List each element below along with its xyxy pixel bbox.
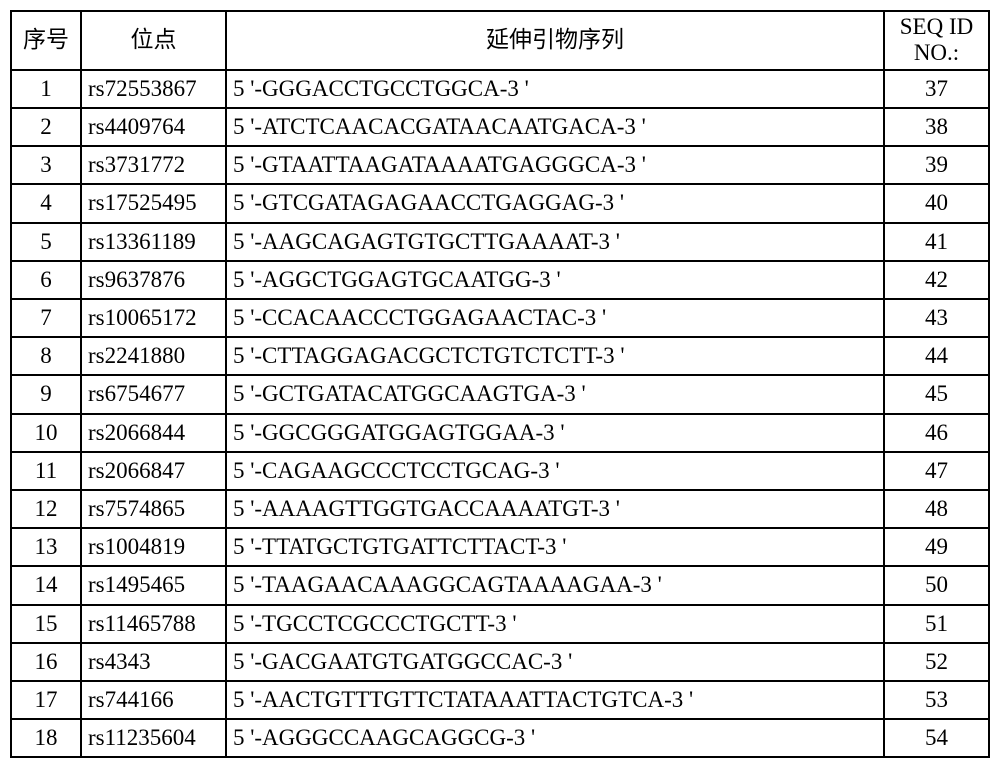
table-row: 2rs44097645 '-ATCTCAACACGATAACAATGACA-3 …: [11, 108, 989, 146]
cell-index: 15: [11, 605, 81, 643]
header-row: 序号 位点 延伸引物序列 SEQ ID NO.:: [11, 11, 989, 70]
cell-locus: rs1495465: [81, 566, 226, 604]
table-row: 14rs14954655 '-TAAGAACAAAGGCAGTAAAAGAA-3…: [11, 566, 989, 604]
table-row: 10rs20668445 '-GGCGGGATGGAGTGGAA-3 '46: [11, 414, 989, 452]
cell-index: 7: [11, 299, 81, 337]
cell-seqid: 38: [884, 108, 989, 146]
cell-seqid: 51: [884, 605, 989, 643]
header-sequence: 延伸引物序列: [226, 11, 884, 70]
cell-sequence: 5 '-GCTGATACATGGCAAGTGA-3 ': [226, 375, 884, 413]
cell-locus: rs13361189: [81, 223, 226, 261]
cell-index: 16: [11, 643, 81, 681]
cell-index: 17: [11, 681, 81, 719]
cell-index: 12: [11, 490, 81, 528]
cell-sequence: 5 '-CCACAACCCTGGAGAACTAC-3 ': [226, 299, 884, 337]
header-seqid-line2: NO.:: [914, 40, 959, 65]
cell-sequence: 5 '-AAAAGTTGGTGACCAAAATGT-3 ': [226, 490, 884, 528]
table-row: 16rs43435 '-GACGAATGTGATGGCCAC-3 '52: [11, 643, 989, 681]
cell-sequence: 5 '-TTATGCTGTGATTCTTACT-3 ': [226, 528, 884, 566]
table-row: 7rs100651725 '-CCACAACCCTGGAGAACTAC-3 '4…: [11, 299, 989, 337]
table-row: 4rs175254955 '-GTCGATAGAGAACCTGAGGAG-3 '…: [11, 184, 989, 222]
cell-sequence: 5 '-TAAGAACAAAGGCAGTAAAAGAA-3 ': [226, 566, 884, 604]
table-row: 8rs22418805 '-CTTAGGAGACGCTCTGTCTCTT-3 '…: [11, 337, 989, 375]
cell-locus: rs3731772: [81, 146, 226, 184]
table-row: 11rs20668475 '-CAGAAGCCCTCCTGCAG-3 '47: [11, 452, 989, 490]
table-row: 3rs37317725 '-GTAATTAAGATAAAATGAGGGCA-3 …: [11, 146, 989, 184]
cell-seqid: 46: [884, 414, 989, 452]
table-row: 6rs96378765 '-AGGCTGGAGTGCAATGG-3 '42: [11, 261, 989, 299]
header-seqid: SEQ ID NO.:: [884, 11, 989, 70]
cell-seqid: 37: [884, 70, 989, 108]
table-row: 9rs67546775 '-GCTGATACATGGCAAGTGA-3 '45: [11, 375, 989, 413]
cell-index: 9: [11, 375, 81, 413]
cell-locus: rs2066847: [81, 452, 226, 490]
cell-locus: rs6754677: [81, 375, 226, 413]
table-row: 1rs725538675 '-GGGACCTGCCTGGCA-3 '37: [11, 70, 989, 108]
cell-locus: rs1004819: [81, 528, 226, 566]
cell-index: 5: [11, 223, 81, 261]
cell-sequence: 5 '-AACTGTTTGTTCTATAAATTACTGTCA-3 ': [226, 681, 884, 719]
header-seqid-line1: SEQ ID: [900, 14, 973, 39]
cell-sequence: 5 '-AGGGCCAAGCAGGCG-3 ': [226, 719, 884, 757]
cell-sequence: 5 '-CAGAAGCCCTCCTGCAG-3 ': [226, 452, 884, 490]
cell-sequence: 5 '-AGGCTGGAGTGCAATGG-3 ': [226, 261, 884, 299]
cell-seqid: 42: [884, 261, 989, 299]
cell-seqid: 40: [884, 184, 989, 222]
cell-locus: rs4343: [81, 643, 226, 681]
cell-seqid: 41: [884, 223, 989, 261]
table-row: 18rs112356045 '-AGGGCCAAGCAGGCG-3 '54: [11, 719, 989, 757]
table-row: 15rs114657885 '-TGCCTCGCCCTGCTT-3 '51: [11, 605, 989, 643]
cell-locus: rs10065172: [81, 299, 226, 337]
cell-index: 6: [11, 261, 81, 299]
cell-locus: rs2066844: [81, 414, 226, 452]
cell-index: 8: [11, 337, 81, 375]
cell-seqid: 50: [884, 566, 989, 604]
cell-locus: rs7574865: [81, 490, 226, 528]
cell-seqid: 52: [884, 643, 989, 681]
cell-index: 10: [11, 414, 81, 452]
table-row: 17rs7441665 '-AACTGTTTGTTCTATAAATTACTGTC…: [11, 681, 989, 719]
cell-index: 2: [11, 108, 81, 146]
cell-seqid: 49: [884, 528, 989, 566]
cell-locus: rs4409764: [81, 108, 226, 146]
cell-index: 3: [11, 146, 81, 184]
header-index: 序号: [11, 11, 81, 70]
table-row: 5rs133611895 '-AAGCAGAGTGTGCTTGAAAAT-3 '…: [11, 223, 989, 261]
cell-seqid: 44: [884, 337, 989, 375]
cell-seqid: 45: [884, 375, 989, 413]
cell-index: 1: [11, 70, 81, 108]
cell-seqid: 47: [884, 452, 989, 490]
cell-sequence: 5 '-GGCGGGATGGAGTGGAA-3 ': [226, 414, 884, 452]
cell-seqid: 43: [884, 299, 989, 337]
cell-sequence: 5 '-ATCTCAACACGATAACAATGACA-3 ': [226, 108, 884, 146]
cell-index: 14: [11, 566, 81, 604]
cell-sequence: 5 '-AAGCAGAGTGTGCTTGAAAAT-3 ': [226, 223, 884, 261]
table-body: 1rs725538675 '-GGGACCTGCCTGGCA-3 '372rs4…: [11, 70, 989, 757]
cell-locus: rs11465788: [81, 605, 226, 643]
cell-locus: rs17525495: [81, 184, 226, 222]
cell-sequence: 5 '-GTAATTAAGATAAAATGAGGGCA-3 ': [226, 146, 884, 184]
cell-locus: rs2241880: [81, 337, 226, 375]
primer-table: 序号 位点 延伸引物序列 SEQ ID NO.: 1rs725538675 '-…: [10, 10, 990, 758]
cell-seqid: 54: [884, 719, 989, 757]
cell-locus: rs11235604: [81, 719, 226, 757]
cell-sequence: 5 '-GGGACCTGCCTGGCA-3 ': [226, 70, 884, 108]
cell-sequence: 5 '-GTCGATAGAGAACCTGAGGAG-3 ': [226, 184, 884, 222]
cell-index: 18: [11, 719, 81, 757]
header-locus: 位点: [81, 11, 226, 70]
cell-seqid: 48: [884, 490, 989, 528]
cell-sequence: 5 '-GACGAATGTGATGGCCAC-3 ': [226, 643, 884, 681]
table-row: 13rs10048195 '-TTATGCTGTGATTCTTACT-3 '49: [11, 528, 989, 566]
cell-sequence: 5 '-CTTAGGAGACGCTCTGTCTCTT-3 ': [226, 337, 884, 375]
cell-seqid: 39: [884, 146, 989, 184]
cell-index: 4: [11, 184, 81, 222]
cell-seqid: 53: [884, 681, 989, 719]
cell-sequence: 5 '-TGCCTCGCCCTGCTT-3 ': [226, 605, 884, 643]
table-row: 12rs75748655 '-AAAAGTTGGTGACCAAAATGT-3 '…: [11, 490, 989, 528]
cell-index: 13: [11, 528, 81, 566]
cell-locus: rs9637876: [81, 261, 226, 299]
cell-locus: rs744166: [81, 681, 226, 719]
cell-locus: rs72553867: [81, 70, 226, 108]
cell-index: 11: [11, 452, 81, 490]
